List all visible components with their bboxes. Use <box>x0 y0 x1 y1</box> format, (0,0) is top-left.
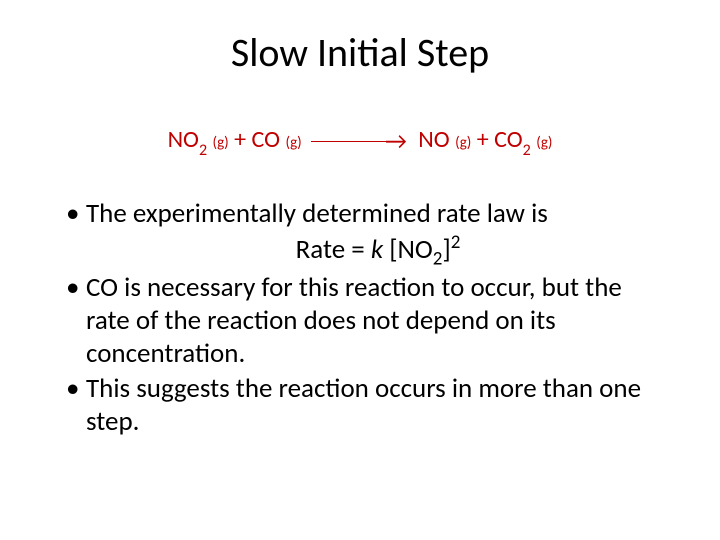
reactant1-phase: (g) <box>213 134 229 152</box>
product2-sub: 2 <box>523 141 531 160</box>
bullet-list: The experimentally determined rate law i… <box>50 198 670 439</box>
product2-phase: (g) <box>536 134 552 152</box>
bullet-1-text: The experimentally determined rate law i… <box>86 197 548 230</box>
bullet-2: CO is necessary for this reaction to occ… <box>66 272 670 371</box>
product1-phase: (g) <box>455 134 471 152</box>
product2: CO <box>494 125 522 154</box>
arrow-line <box>311 141 389 142</box>
rate-prefix: Rate = <box>296 233 371 266</box>
slide-title: Slow Initial Step <box>50 28 670 77</box>
slide: Slow Initial Step NO2 (g) + CO (g) → NO … <box>0 0 720 540</box>
rate-sub: 2 <box>433 247 443 270</box>
reactant1-sub: 2 <box>199 141 207 160</box>
rate-close: ] <box>442 233 450 266</box>
bullet-1: The experimentally determined rate law i… <box>66 198 670 271</box>
bullet-3: This suggests the reaction occurs in mor… <box>66 373 670 439</box>
reactant2: CO <box>252 125 280 154</box>
product1: NO <box>413 125 450 154</box>
chemical-equation: NO2 (g) + CO (g) → NO (g) + CO2 (g) <box>50 125 670 158</box>
rate-sup: 2 <box>451 231 461 254</box>
plus1: + <box>229 125 252 154</box>
arrow-icon: → <box>385 127 407 156</box>
plus2: + <box>471 125 494 154</box>
reactant2-phase: (g) <box>285 134 301 152</box>
rate-k: k <box>371 233 383 266</box>
rate-law: Rate = k [NO2]2 <box>86 231 670 271</box>
reactant1: NO <box>168 125 199 154</box>
rate-open: [NO <box>383 233 433 266</box>
